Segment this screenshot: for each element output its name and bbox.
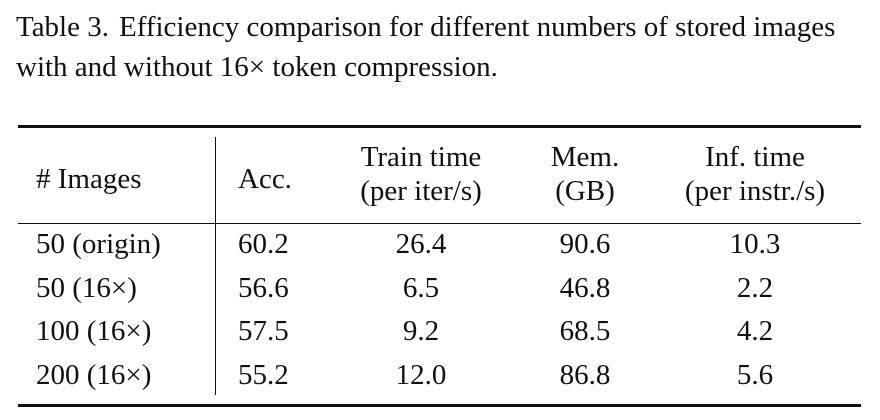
header-inf-time: Inf. time (per instr./s) (660, 140, 850, 208)
row3-train: 9.2 (402, 315, 440, 347)
row4-train: 12.0 (395, 359, 447, 391)
header-inf-line2: (per instr./s) (684, 175, 826, 207)
row2-images: 50 (16×) (36, 272, 137, 304)
table-column-separator (215, 137, 216, 395)
row2-mem: 46.8 (559, 272, 611, 304)
row2-inf: 2.2 (736, 272, 774, 304)
row4-inf: 5.6 (736, 359, 774, 391)
row1-images: 50 (origin) (36, 228, 161, 260)
table-header-rule (18, 223, 861, 224)
caption-text: Efficiency comparison for different numb… (16, 11, 836, 83)
table-top-rule (18, 125, 861, 128)
header-mem: Mem. (GB) (530, 140, 640, 208)
row4-images: 200 (16×) (36, 359, 152, 391)
header-train-line1: Train time (360, 141, 482, 173)
row1-inf: 10.3 (729, 228, 781, 260)
table-caption: Table 3. Efficiency comparison for differ… (16, 7, 866, 87)
header-train-time: Train time (per iter/s) (336, 140, 506, 208)
row2-train: 6.5 (402, 272, 440, 304)
header-mem-line1: Mem. (550, 141, 620, 173)
header-acc: Acc. (238, 163, 292, 195)
header-images: # Images (36, 163, 142, 195)
row4-acc: 55.2 (238, 359, 289, 391)
header-inf-line1: Inf. time (705, 141, 805, 173)
caption-label: Table 3. (16, 11, 109, 43)
row3-inf: 4.2 (736, 315, 774, 347)
table-bottom-rule (18, 404, 861, 407)
row1-train: 26.4 (395, 228, 447, 260)
header-train-line2: (per iter/s) (360, 175, 482, 207)
header-mem-line2: (GB) (555, 175, 615, 207)
row3-mem: 68.5 (559, 315, 611, 347)
row1-acc: 60.2 (238, 228, 289, 260)
row2-acc: 56.6 (238, 272, 289, 304)
row4-mem: 86.8 (559, 359, 611, 391)
row3-images: 100 (16×) (36, 315, 152, 347)
row1-mem: 90.6 (559, 228, 611, 260)
row3-acc: 57.5 (238, 315, 289, 347)
